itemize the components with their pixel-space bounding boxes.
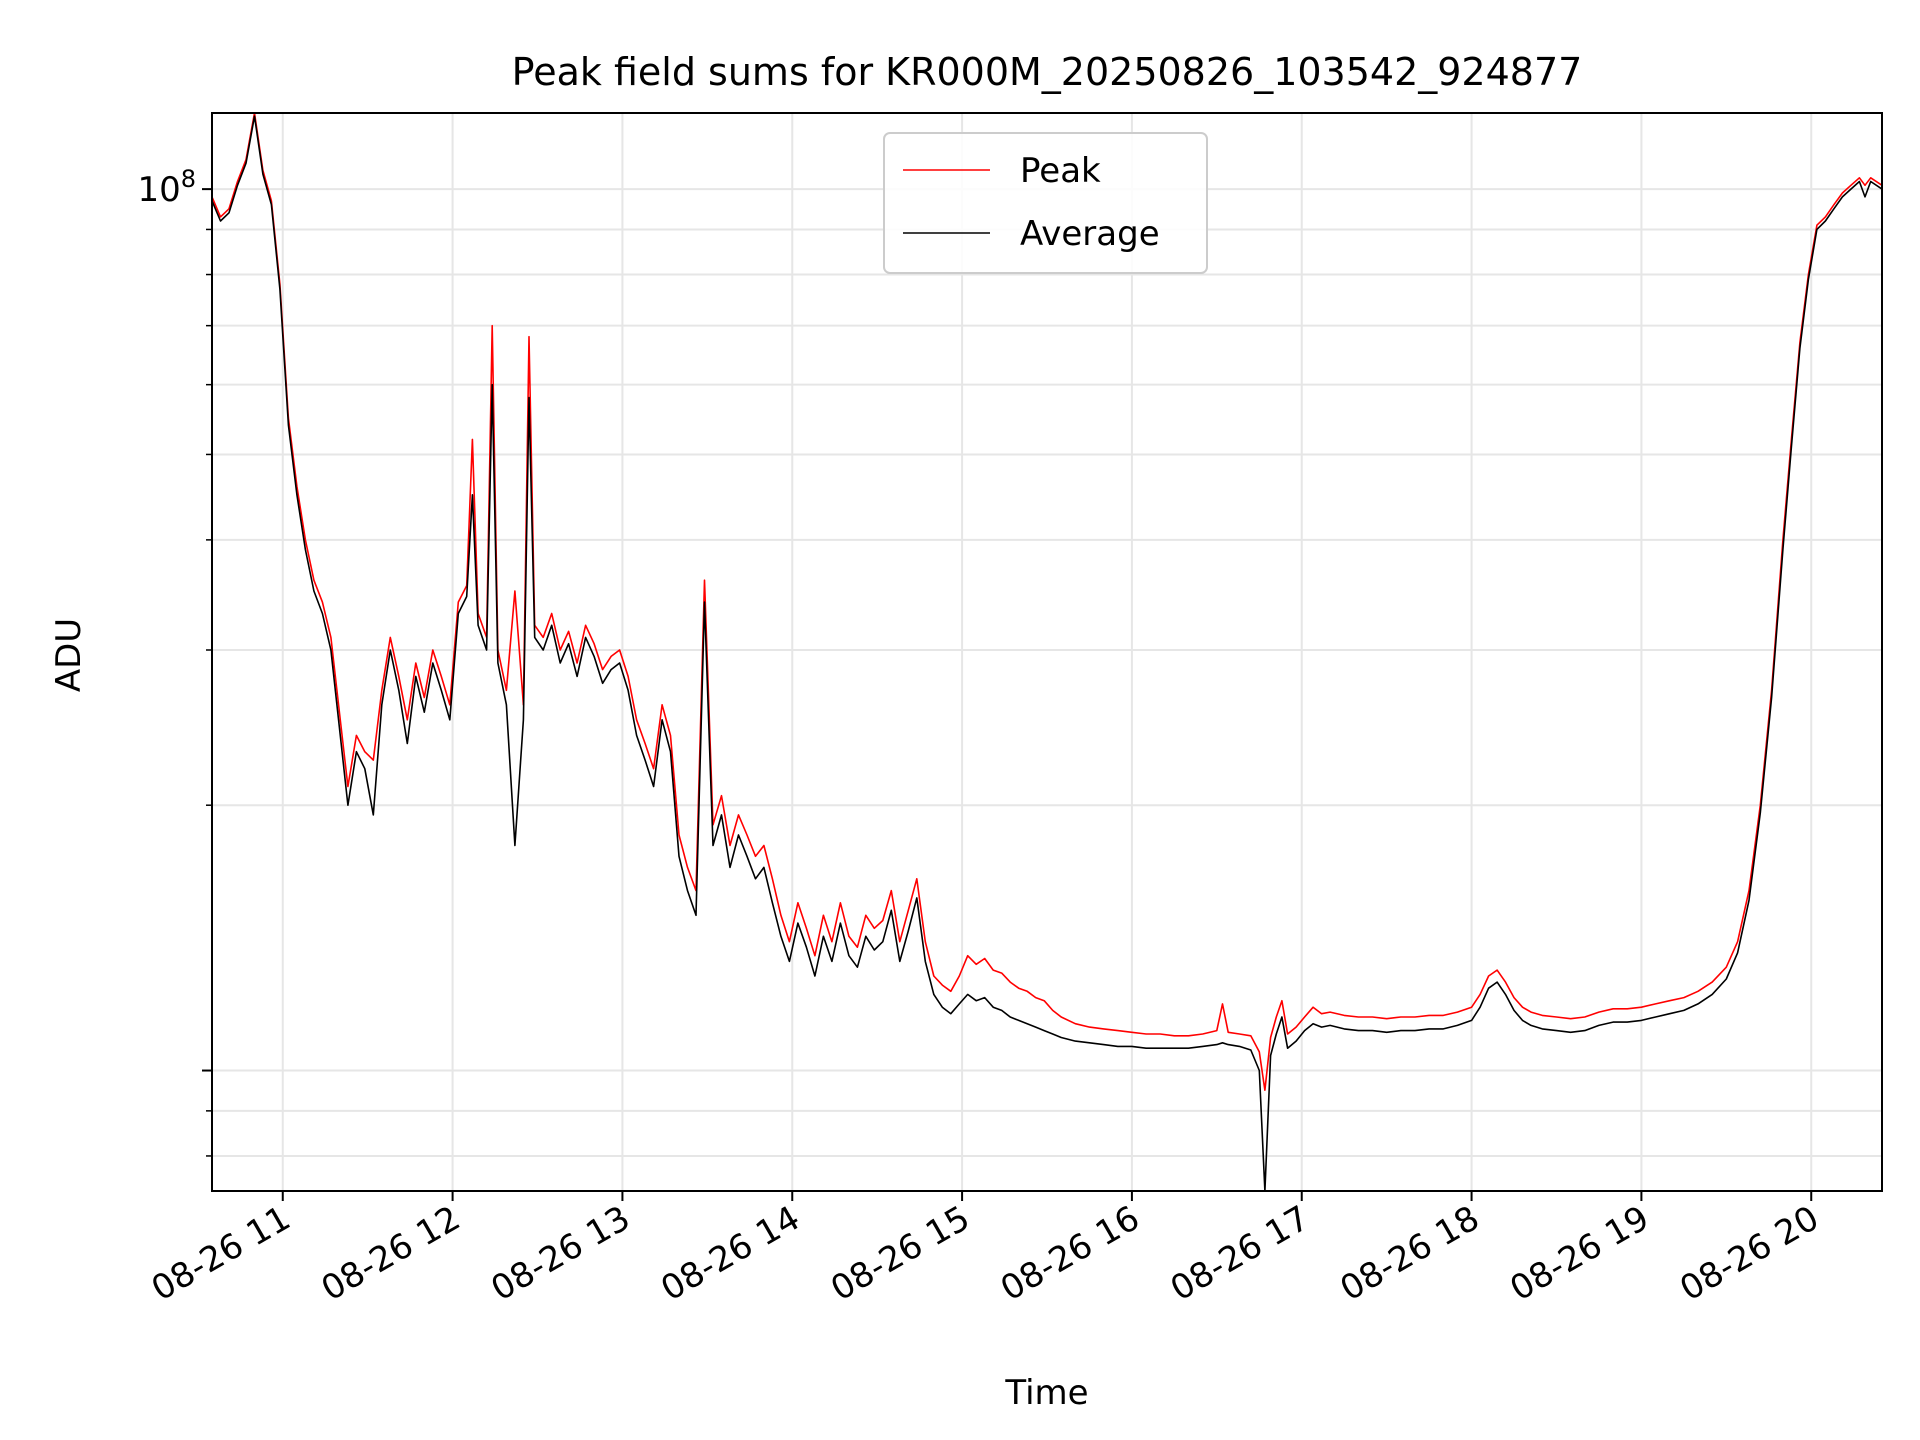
legend-peak-label: Peak [1020,151,1101,191]
x-tick-label: 08-26 16 [994,1198,1146,1309]
x-tick-label: 08-26 12 [315,1198,467,1309]
series-lines [211,112,1883,1192]
x-tick-label: 08-26 19 [1504,1198,1656,1309]
series-line-peak [211,112,1883,1091]
axis-ticks: 08-26 11 08-26 12 08-26 13 08-26 14 08-26 15… [137,165,1825,1309]
series-line-average [211,115,1883,1192]
legend: Peak Average [883,132,1208,274]
legend-average-label: Average [1020,214,1160,254]
plot-frame [211,112,1883,1192]
x-tick-label: 08-26 15 [824,1198,976,1309]
x-tick-label: 08-26 13 [485,1198,637,1309]
x-tick-label: 08-26 11 [145,1198,297,1309]
y-axis-label: ADU [49,618,89,692]
x-tick-label: 08-26 20 [1673,1198,1825,1309]
legend-box [883,132,1208,274]
chart-title: Peak field sums for KR000M_20250826_1035… [512,50,1583,94]
x-axis-label: Time [1004,1373,1088,1413]
x-tick-label: 08-26 14 [654,1198,806,1309]
grid [212,113,1882,1191]
y-tick-label: 108 [137,165,196,210]
x-tick-label: 08-26 18 [1334,1198,1486,1309]
x-tick-label: 08-26 17 [1164,1198,1316,1309]
